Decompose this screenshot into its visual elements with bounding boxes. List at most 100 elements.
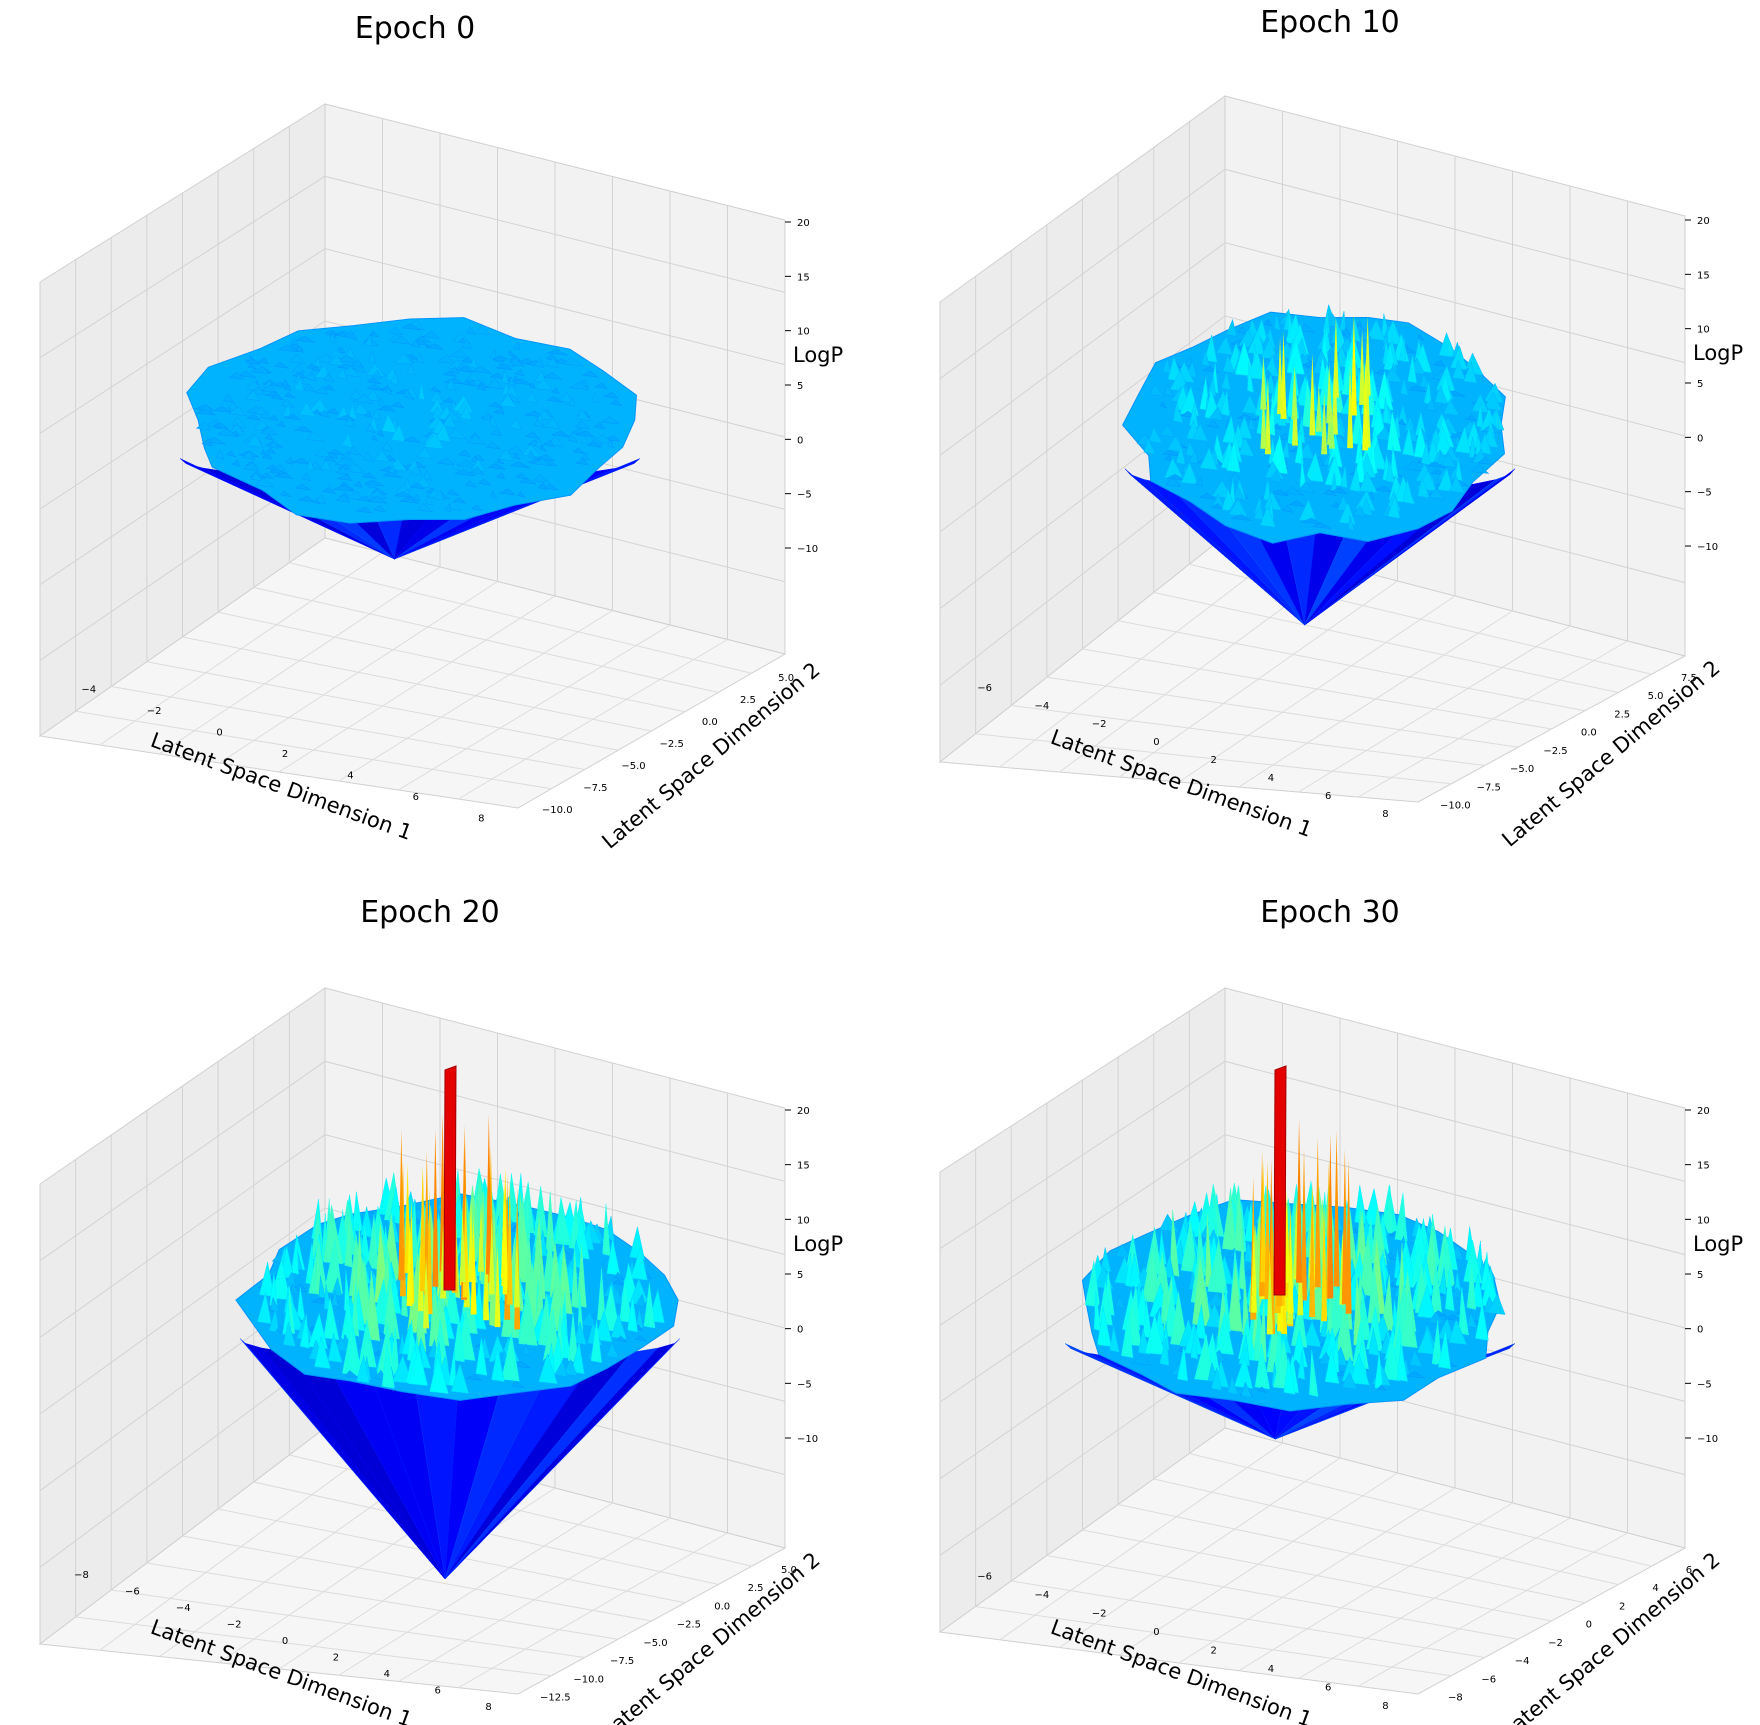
surface-facet (1470, 464, 1490, 474)
surface-facet (246, 413, 261, 421)
surface-facet (581, 370, 600, 378)
surface-facet (366, 384, 385, 391)
surface-spike (485, 1113, 492, 1275)
surface-facet (373, 504, 386, 513)
x-tick-label: 6 (1325, 791, 1331, 802)
surface-facet (551, 430, 570, 438)
gridline (39, 175, 786, 359)
surface-facet (293, 377, 305, 392)
surface-facet (1194, 1333, 1215, 1382)
surface-facet (1384, 1184, 1394, 1235)
surface-facet (1159, 1338, 1169, 1366)
gridline (398, 1517, 671, 1682)
surface-facet (195, 421, 212, 431)
surface-facet (306, 431, 326, 442)
surface-facet (245, 389, 260, 401)
surface-facet (408, 1347, 428, 1386)
surface-facet (401, 323, 422, 331)
surface-facet (306, 371, 318, 382)
z-tick-label: 0 (1697, 1325, 1703, 1336)
y-tick-label: 2.5 (748, 1583, 764, 1594)
surface-facet (371, 369, 382, 380)
surface-facet (1397, 1344, 1408, 1382)
surface-facet (1348, 515, 1355, 532)
surface-facet (350, 359, 365, 368)
surface-facet (1476, 402, 1484, 429)
surface-facet (231, 459, 241, 467)
surface-facet (1377, 1384, 1386, 1391)
z-tick-label: 5 (1697, 379, 1703, 390)
z-tick-label: −5 (1697, 1379, 1712, 1390)
surface-facet (1359, 1234, 1376, 1297)
gridline (1357, 640, 1628, 798)
surface-facet (378, 397, 386, 408)
surface-facet (1302, 1320, 1322, 1348)
surface-facet (331, 1276, 343, 1297)
z-tick-label: 5 (797, 1270, 803, 1281)
surface-facet (260, 384, 278, 393)
y-tick-label: 0.0 (714, 1601, 730, 1612)
surface-facet (416, 446, 433, 460)
surface-facet (1445, 1268, 1455, 1312)
y-tick-label: −10.0 (573, 1674, 604, 1685)
surface-facet (516, 472, 529, 480)
surface-facet (535, 437, 543, 448)
gridline (278, 1487, 556, 1670)
surface-facet (418, 502, 433, 513)
surface-facet (1463, 361, 1478, 384)
surface-spike (1332, 316, 1339, 398)
surface-facet (336, 355, 358, 364)
surface-facet (1386, 459, 1395, 484)
surface-facet (1263, 490, 1282, 511)
surface-spike (483, 1236, 490, 1321)
surface-facet (345, 491, 365, 501)
surface-facet (1440, 452, 1457, 468)
z-tick-label: 15 (1697, 1161, 1710, 1172)
surface-facet (425, 343, 444, 350)
surface-facet (1162, 357, 1172, 374)
surface-facet (1399, 1291, 1418, 1348)
surface-facet (1349, 1352, 1370, 1386)
surface-facet (329, 332, 338, 344)
surface-facet (1435, 425, 1453, 456)
surface-facet (606, 1238, 621, 1276)
surface-facet (489, 414, 498, 428)
x-tick-label: −4 (81, 685, 96, 696)
surface-facet (1130, 1354, 1152, 1366)
surface-facet (567, 433, 578, 443)
gridline (39, 1134, 786, 1338)
surface-facet (450, 1363, 469, 1394)
surface-facet (514, 369, 524, 377)
surface-facet (498, 448, 514, 462)
surface-underside-facet (1304, 468, 1516, 626)
surface-facet (495, 363, 513, 371)
x-tick-label: 6 (1325, 1682, 1331, 1693)
surface-spike (506, 1180, 513, 1305)
surface-facet (1455, 426, 1472, 454)
surface-facet (533, 418, 546, 428)
surface-facet (254, 406, 268, 416)
surface-facet (348, 463, 365, 474)
surface-facet (448, 1348, 457, 1388)
surface-facet (213, 422, 230, 430)
surface-facet (465, 479, 478, 488)
surface-facet (434, 424, 451, 442)
surface-facet (399, 496, 419, 504)
surface-facet (573, 1320, 587, 1345)
surface-facet (1243, 1269, 1254, 1277)
surface-facet (1166, 474, 1187, 481)
surface-facet (1467, 1311, 1478, 1329)
surface-facet (350, 1282, 360, 1337)
surface-facet (366, 1270, 381, 1342)
surface-facet (1142, 1298, 1153, 1339)
surface-facet (1233, 1187, 1245, 1253)
z-tick-label: −5 (797, 1379, 812, 1390)
surface-facet (238, 370, 257, 378)
surface-facet (259, 1261, 275, 1297)
surface-facet (282, 1321, 296, 1347)
surface-facet (477, 478, 492, 486)
surface-facet (336, 330, 348, 338)
surface-facet (390, 401, 405, 409)
surface-facet (1160, 424, 1176, 438)
surface-facet (352, 1191, 363, 1232)
